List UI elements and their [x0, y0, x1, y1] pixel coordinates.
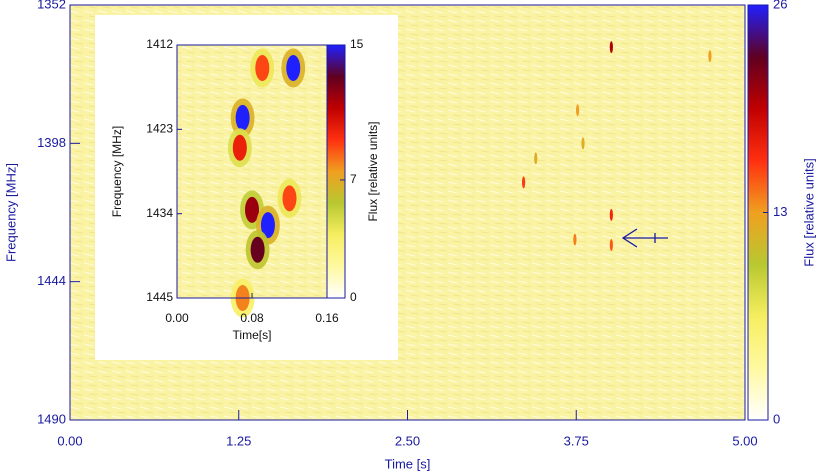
y-axis-label: Frequency [MHz]: [110, 126, 124, 217]
spot: [286, 55, 301, 81]
y-tick-label: 1490: [37, 411, 66, 426]
inset-panel: 0.00 0.08 0.16 1412 1423 1434 1445 0 7 15 Time[s] F…: [110, 37, 380, 342]
spot: [708, 50, 712, 63]
spot: [232, 134, 247, 161]
colorbar-label: Flux [relative units]: [801, 158, 816, 266]
y-tick-label: 1412: [146, 37, 173, 51]
x-tick-label: 0.00: [165, 311, 189, 325]
spot: [522, 176, 526, 189]
spot: [609, 41, 613, 54]
x-tick-label: 1.25: [226, 433, 251, 448]
x-tick-label: 0.16: [315, 311, 339, 325]
x-tick-label: 2.50: [395, 433, 420, 448]
colorbar-tick-label: 7: [350, 172, 357, 186]
spot: [260, 212, 275, 239]
spot: [573, 233, 577, 246]
arrow: [621, 228, 668, 248]
spot: [581, 137, 585, 150]
colorbar-tick-label: 15: [350, 37, 364, 51]
colorbar: [326, 44, 346, 299]
x-axis-label: Time[s]: [233, 328, 272, 342]
spot: [235, 104, 250, 131]
colorbar-tick-label: 0: [350, 290, 357, 304]
y-tick-label: 1444: [37, 273, 66, 288]
spot: [534, 152, 538, 165]
colorbar-label: Flux [relative units]: [366, 121, 380, 221]
x-tick-label: 5.00: [732, 433, 757, 448]
y-tick-label: 1352: [37, 0, 66, 11]
y-tick-label: 1434: [146, 206, 173, 220]
y-tick-label: 1445: [146, 290, 173, 304]
y-tick-label: 1423: [146, 122, 173, 136]
y-axis-label: Frequency [MHz]: [3, 163, 18, 262]
colorbar-tick-label: 0: [773, 411, 780, 426]
colorbar-tick-label: 26: [773, 0, 787, 11]
spot: [576, 104, 580, 117]
spot: [245, 196, 259, 223]
x-tick-label: 0.00: [57, 433, 82, 448]
x-tick-label: 0.08: [240, 311, 264, 325]
spot: [255, 55, 270, 81]
spot: [609, 208, 613, 221]
y-tick-label: 1398: [37, 135, 66, 150]
x-axis-label: Time [s]: [385, 456, 431, 471]
spot: [282, 185, 297, 212]
spot: [609, 238, 613, 251]
x-tick-label: 3.75: [564, 433, 589, 448]
spot: [250, 236, 265, 263]
colorbar-tick-label: 13: [773, 204, 787, 219]
